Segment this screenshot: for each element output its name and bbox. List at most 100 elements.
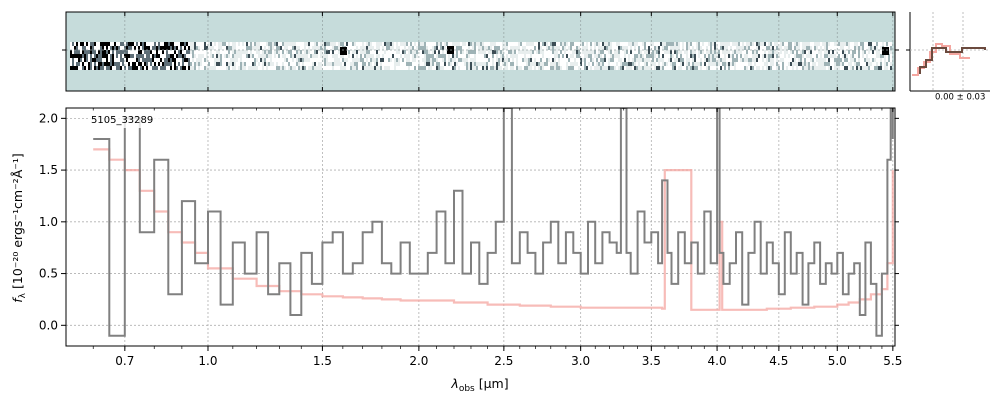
strip-pixel bbox=[466, 50, 468, 54]
strip-pixel bbox=[508, 46, 510, 50]
strip-pixel bbox=[114, 46, 116, 50]
strip-pixel bbox=[838, 62, 840, 66]
strip-pixel bbox=[414, 58, 416, 62]
strip-pixel bbox=[80, 46, 82, 50]
strip-pixel bbox=[886, 66, 888, 70]
strip-pixel bbox=[758, 50, 760, 54]
strip-pixel bbox=[412, 46, 414, 50]
strip-pixel bbox=[316, 66, 318, 70]
strip-pixel bbox=[388, 66, 390, 70]
strip-pixel bbox=[686, 46, 688, 50]
strip-pixel bbox=[436, 54, 438, 58]
strip-pixel bbox=[414, 46, 416, 50]
strip-pixel bbox=[162, 42, 164, 46]
strip-pixel bbox=[882, 54, 884, 58]
strip-pixel bbox=[530, 58, 532, 62]
strip-pixel bbox=[474, 54, 476, 58]
strip-pixel bbox=[350, 58, 352, 62]
strip-pixel bbox=[76, 42, 78, 46]
strip-pixel bbox=[560, 42, 562, 46]
strip-pixel bbox=[832, 58, 834, 62]
strip-pixel bbox=[368, 66, 370, 70]
strip-pixel bbox=[350, 50, 352, 54]
strip-pixel bbox=[520, 54, 522, 58]
strip-pixel bbox=[442, 54, 444, 58]
strip-pixel bbox=[258, 62, 260, 66]
strip-pixel bbox=[456, 62, 458, 66]
strip-pixel bbox=[328, 54, 330, 58]
strip-pixel bbox=[640, 50, 642, 54]
strip-pixel bbox=[824, 46, 826, 50]
strip-pixel bbox=[116, 54, 118, 58]
strip-pixel bbox=[416, 46, 418, 50]
strip-pixel bbox=[866, 50, 868, 54]
strip-pixel bbox=[880, 66, 882, 70]
strip-pixel bbox=[818, 54, 820, 58]
strip-pixel bbox=[634, 58, 636, 62]
strip-pixel bbox=[560, 62, 562, 66]
strip-pixel bbox=[144, 50, 146, 54]
strip-pixel bbox=[462, 42, 464, 46]
strip-pixel bbox=[260, 42, 262, 46]
strip-pixel bbox=[860, 42, 862, 46]
strip-pixel bbox=[388, 62, 390, 66]
strip-pixel bbox=[226, 46, 228, 50]
strip-pixel bbox=[240, 50, 242, 54]
strip-pixel bbox=[708, 42, 710, 46]
strip-pixel bbox=[292, 54, 294, 58]
strip-pixel bbox=[654, 46, 656, 50]
strip-pixel bbox=[864, 58, 866, 62]
strip-pixel bbox=[528, 54, 530, 58]
strip-pixel bbox=[608, 62, 610, 66]
strip-pixel bbox=[750, 62, 752, 66]
strip-pixel bbox=[556, 50, 558, 54]
strip-pixel bbox=[880, 42, 882, 46]
strip-pixel bbox=[170, 54, 172, 58]
strip-pixel bbox=[714, 62, 716, 66]
strip-pixel bbox=[424, 42, 426, 46]
strip-pixel bbox=[72, 58, 74, 62]
strip-pixel bbox=[718, 58, 720, 62]
strip-pixel bbox=[766, 50, 768, 54]
strip-pixel bbox=[496, 46, 498, 50]
strip-pixel bbox=[412, 42, 414, 46]
strip-pixel bbox=[572, 54, 574, 58]
strip-pixel bbox=[354, 54, 356, 58]
strip-pixel bbox=[240, 62, 242, 66]
strip-pixel bbox=[796, 58, 798, 62]
strip-pixel bbox=[468, 46, 470, 50]
strip-pixel bbox=[574, 54, 576, 58]
strip-pixel bbox=[806, 54, 808, 58]
strip-pixel bbox=[70, 58, 72, 62]
strip-pixel bbox=[316, 50, 318, 54]
strip-pixel bbox=[612, 66, 614, 70]
strip-pixel bbox=[86, 46, 88, 50]
strip-pixel bbox=[536, 58, 538, 62]
strip-pixel bbox=[588, 54, 590, 58]
strip-pixel bbox=[430, 58, 432, 62]
strip-pixel bbox=[620, 54, 622, 58]
strip-pixel bbox=[602, 62, 604, 66]
strip-pixel bbox=[688, 50, 690, 54]
strip-pixel bbox=[128, 66, 130, 70]
strip-pixel bbox=[766, 42, 768, 46]
strip-pixel bbox=[396, 50, 398, 54]
strip-pixel bbox=[372, 46, 374, 50]
strip-pixel bbox=[756, 66, 758, 70]
strip-pixel bbox=[638, 46, 640, 50]
strip-pixel bbox=[738, 50, 740, 54]
strip-pixel bbox=[584, 66, 586, 70]
strip-pixel bbox=[758, 62, 760, 66]
strip-pixel bbox=[146, 42, 148, 46]
strip-pixel bbox=[772, 62, 774, 66]
strip-pixel bbox=[160, 46, 162, 50]
strip-pixel bbox=[538, 54, 540, 58]
strip-pixel bbox=[700, 46, 702, 50]
strip-pixel bbox=[190, 42, 192, 46]
strip-pixel bbox=[842, 62, 844, 66]
strip-pixel bbox=[674, 50, 676, 54]
strip-pixel bbox=[546, 58, 548, 62]
strip-pixel bbox=[494, 58, 496, 62]
strip-pixel bbox=[704, 62, 706, 66]
strip-pixel bbox=[252, 58, 254, 62]
